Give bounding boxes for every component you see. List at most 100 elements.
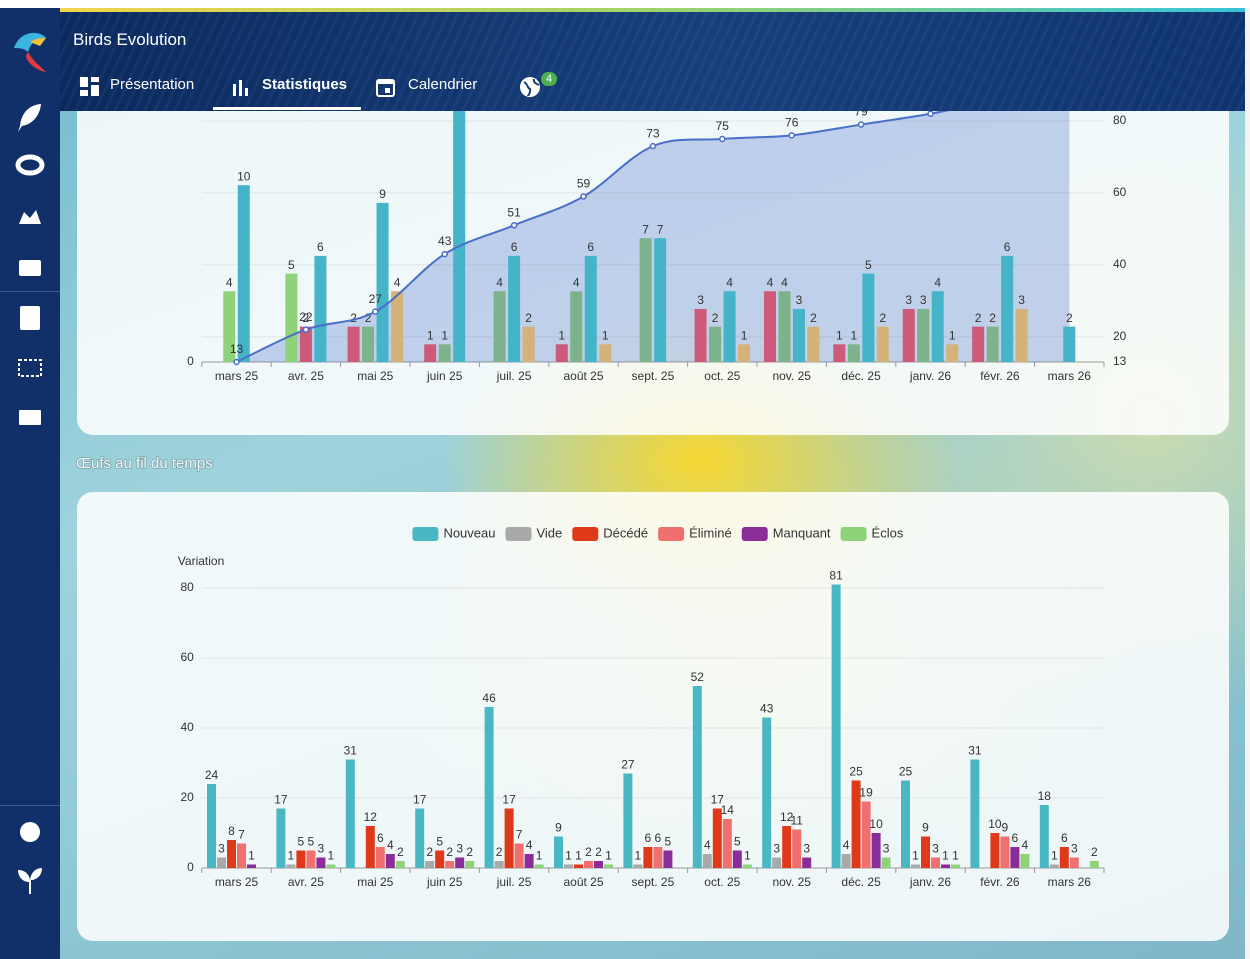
bar — [314, 255, 327, 362]
data-label: 3 — [697, 293, 704, 307]
tab[interactable]: Présentation — [110, 76, 195, 93]
x-tick-label: mars 26 — [1048, 875, 1092, 889]
bar — [574, 864, 583, 868]
data-label: 52 — [691, 670, 705, 684]
data-label: 3 — [932, 842, 939, 856]
bar — [345, 759, 355, 868]
data-label: 4 — [1022, 838, 1029, 852]
bar — [299, 326, 312, 362]
x-tick-label: janv. 26 — [909, 875, 951, 889]
bar — [508, 255, 521, 362]
bar — [663, 850, 673, 868]
bar — [1049, 864, 1059, 868]
data-label: 1 — [328, 849, 335, 863]
nav-icon[interactable] — [15, 154, 45, 176]
tab[interactable]: Calendrier — [408, 76, 478, 93]
nav-icon[interactable] — [18, 868, 42, 894]
bar — [732, 850, 742, 868]
y-tick-label: 20 — [180, 790, 194, 804]
data-label: 5 — [298, 835, 305, 849]
bar — [623, 773, 633, 868]
data-label: 18 — [1038, 789, 1052, 803]
bar — [584, 255, 597, 362]
data-label: 46 — [482, 691, 496, 705]
legend-swatch — [840, 527, 867, 541]
chart-card — [77, 492, 1229, 941]
bar — [514, 843, 524, 868]
nav-icon[interactable] — [19, 410, 41, 425]
bar — [970, 759, 980, 868]
data-label: 19 — [859, 786, 873, 800]
data-label: 2 — [880, 311, 887, 325]
bar — [709, 326, 722, 362]
data-label: 31 — [344, 744, 358, 758]
data-label: 1 — [741, 328, 748, 342]
y-tick-label: 80 — [180, 580, 194, 594]
data-label: 22 — [299, 310, 313, 324]
data-label: 81 — [829, 569, 843, 583]
nav-icon[interactable] — [19, 210, 41, 224]
data-label: 3 — [883, 842, 890, 856]
data-label: 4 — [226, 275, 233, 289]
legend-label: Éliminé — [689, 525, 732, 540]
line-point — [302, 326, 310, 333]
bar — [833, 344, 846, 362]
data-label: 2 — [810, 311, 817, 325]
data-label: 6 — [1012, 831, 1019, 845]
tab[interactable]: Statistiques — [212, 76, 362, 110]
line-point — [788, 132, 795, 139]
bar — [1063, 326, 1076, 362]
bar — [453, 79, 466, 363]
bar — [841, 854, 851, 868]
bar — [594, 861, 603, 868]
line-point — [233, 358, 240, 366]
nav-icon[interactable] — [19, 260, 41, 276]
x-tick-label: déc. 25 — [841, 875, 881, 889]
bar — [306, 850, 316, 868]
tab-icon — [80, 77, 99, 96]
data-label: 4 — [843, 838, 850, 852]
data-label: 6 — [655, 831, 662, 845]
sidebar-icons — [0, 32, 60, 894]
x-tick-label: avr. 25 — [288, 369, 324, 383]
bar — [1010, 847, 1020, 868]
x-tick-label: janv. 26 — [909, 369, 951, 383]
data-label: 7 — [516, 828, 523, 842]
nav-icon[interactable] — [18, 359, 42, 377]
bar — [763, 291, 776, 362]
bar — [1020, 854, 1030, 868]
sidebar — [0, 8, 60, 959]
x-tick-label: déc. 25 — [841, 369, 881, 383]
data-label: 1 — [248, 849, 255, 863]
y-tick-label: 0 — [187, 354, 194, 368]
bar — [807, 326, 820, 362]
data-label: 73 — [646, 126, 660, 140]
nav-icon[interactable] — [20, 306, 40, 330]
window-edge — [1245, 8, 1250, 959]
bar — [484, 707, 494, 868]
nav-icon[interactable] — [20, 822, 40, 842]
nav-icon[interactable] — [18, 104, 41, 132]
bar — [694, 308, 707, 362]
data-label: 1 — [744, 849, 751, 863]
data-label: 10 — [237, 169, 251, 183]
data-label: 9 — [922, 821, 929, 835]
data-label: 4 — [526, 838, 533, 852]
legend-swatch — [505, 527, 532, 541]
legend-label: Manquant — [773, 525, 831, 540]
logo[interactable] — [14, 32, 46, 72]
bar — [391, 291, 404, 362]
y-tick-label: 60 — [180, 650, 194, 664]
x-tick-label: mars 26 — [1048, 369, 1092, 383]
data-label: 2 — [496, 845, 503, 859]
line-point — [510, 222, 518, 229]
bar — [570, 291, 583, 362]
line-point — [857, 121, 865, 128]
bar — [931, 857, 940, 868]
data-label: 1 — [851, 328, 858, 342]
globe-icon[interactable] — [519, 76, 543, 100]
bar — [504, 808, 514, 868]
bar — [316, 857, 326, 868]
data-label: 17 — [274, 793, 288, 807]
